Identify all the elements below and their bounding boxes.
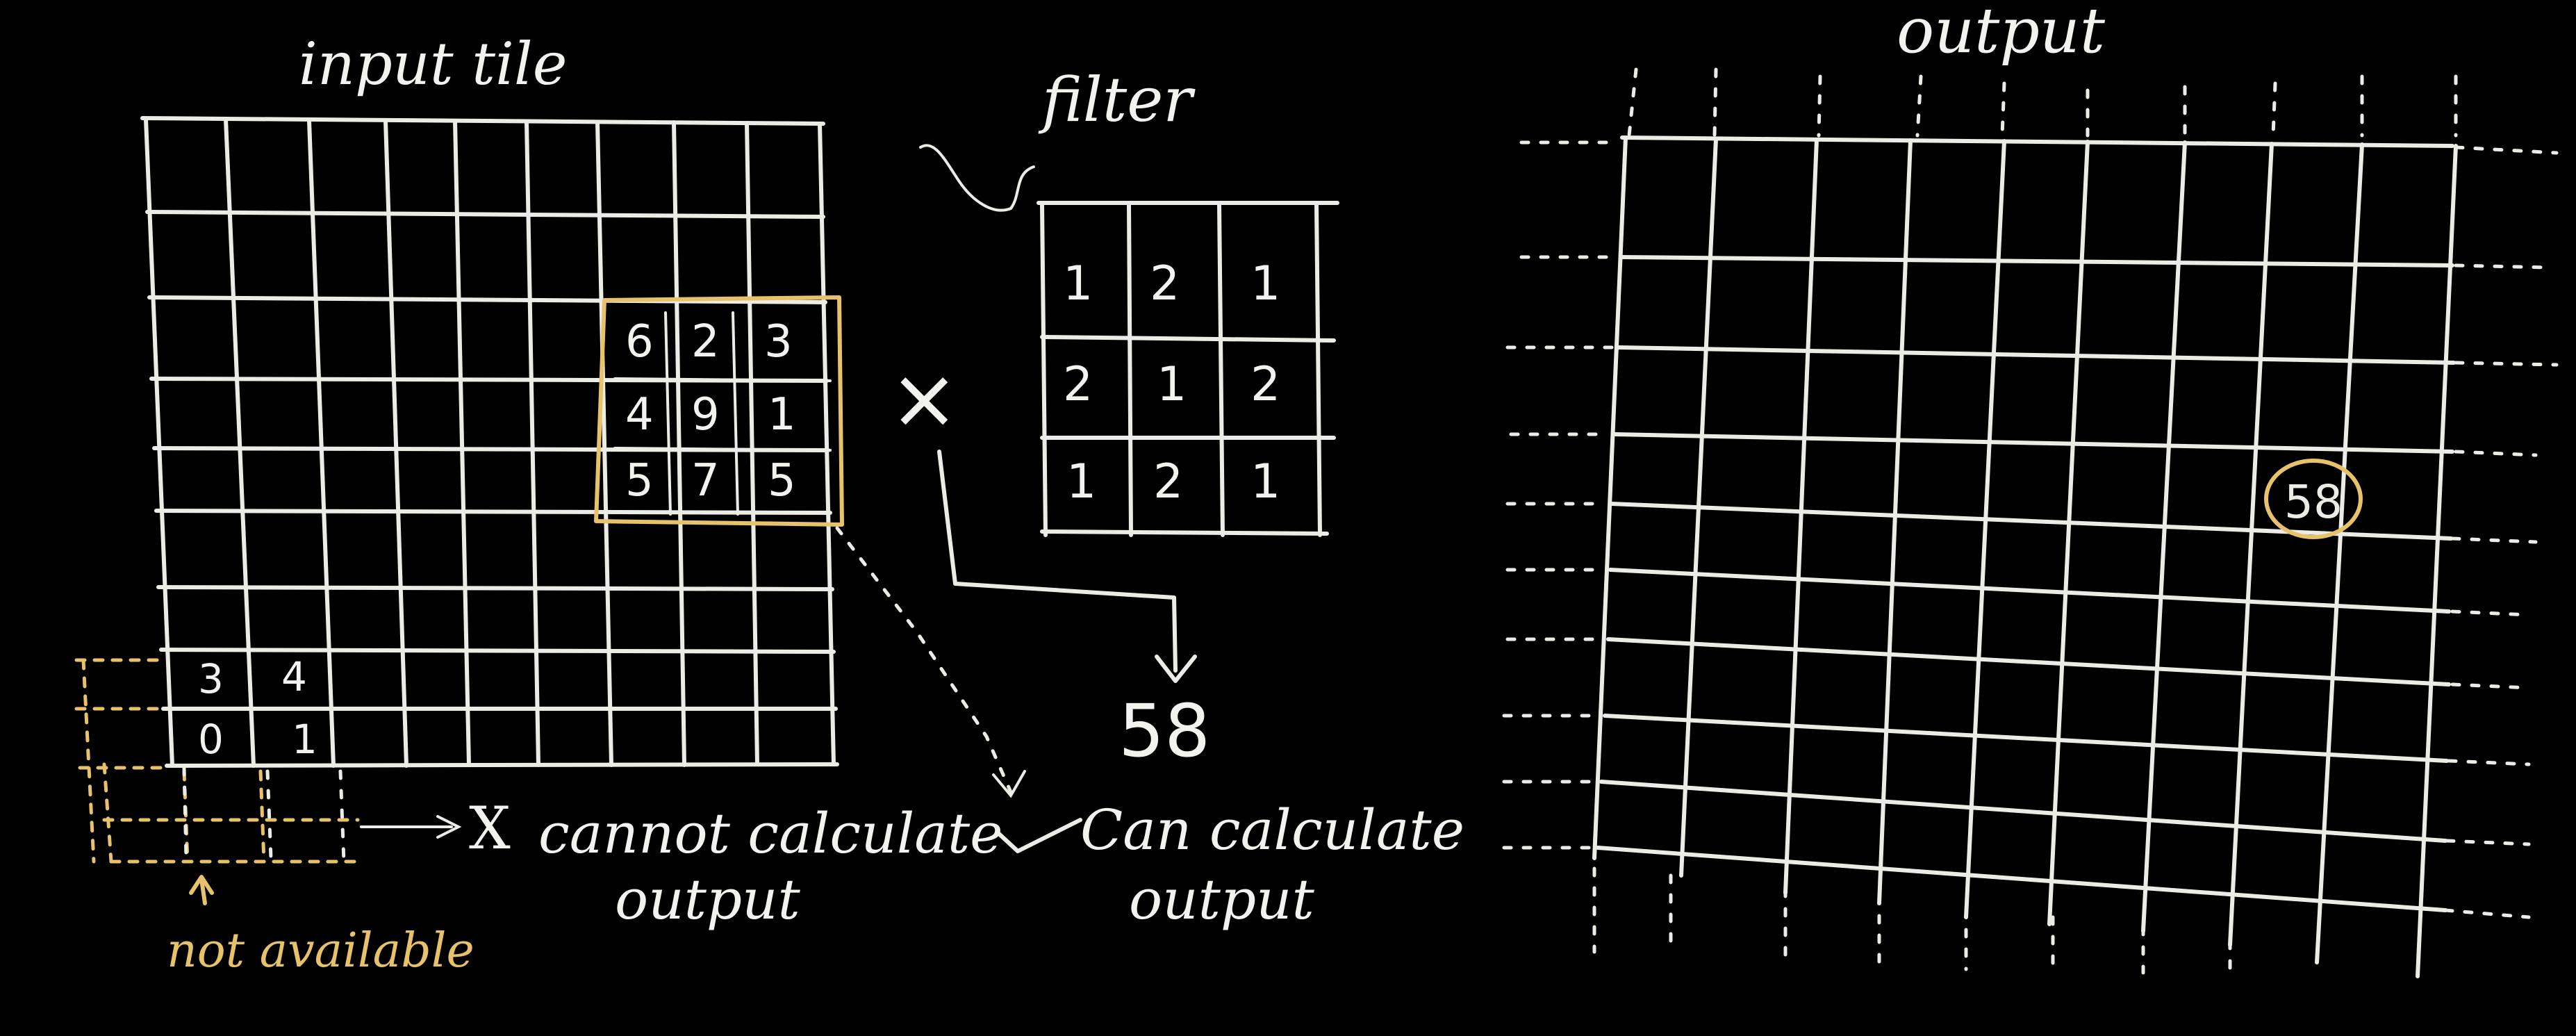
filter-cell: 2 — [1250, 361, 1280, 409]
window-cell: 3 — [764, 320, 793, 364]
input-tile-title: input tile — [299, 35, 568, 93]
window-cell: 9 — [691, 393, 720, 437]
corner-cell: 0 — [198, 719, 224, 759]
filter-cell: 1 — [1063, 261, 1093, 308]
not-available-label: not available — [167, 928, 474, 975]
result-value: 58 — [1118, 695, 1210, 767]
filter-pointer — [920, 145, 1034, 210]
filter-cell: 2 — [1153, 459, 1183, 506]
filter-cell: 2 — [1063, 361, 1093, 409]
filter-cell: 1 — [1250, 261, 1280, 308]
check-mark — [999, 820, 1080, 851]
window-cell: 5 — [625, 459, 654, 503]
window-cell: 7 — [691, 459, 720, 503]
corner-cell: 1 — [292, 719, 317, 759]
window-cell: 6 — [625, 320, 654, 364]
output-grid — [1594, 138, 2456, 976]
multiply-operator: × — [889, 358, 959, 441]
window-cell: 5 — [768, 459, 796, 503]
filter-cell: 1 — [1157, 361, 1187, 409]
result-arrow — [939, 452, 1175, 671]
filter-title: filter — [1042, 69, 1192, 131]
corner-cell: 4 — [281, 657, 307, 697]
window-cell: 1 — [768, 393, 796, 437]
filter-cell: 2 — [1150, 261, 1180, 308]
window-cell: 4 — [625, 393, 654, 437]
output-title: output — [1897, 0, 2105, 63]
corner-cell: 3 — [198, 659, 224, 699]
can-arrow — [837, 528, 1011, 792]
input-tile-grid — [142, 118, 837, 766]
can-line2: output — [1129, 872, 1314, 928]
filter-cell: 1 — [1250, 459, 1280, 506]
window-cell: 2 — [691, 320, 720, 364]
cannot-mark: X — [469, 799, 511, 857]
cannot-arrow — [361, 816, 459, 837]
filter-cell: 1 — [1066, 459, 1096, 506]
output-padding-ticks — [1504, 69, 2557, 980]
can-line1: Can calculate — [1080, 803, 1464, 858]
output-highlight-value: 58 — [2284, 475, 2343, 529]
cannot-line1: cannot calculate — [538, 806, 1002, 862]
cannot-line2: output — [615, 872, 800, 928]
